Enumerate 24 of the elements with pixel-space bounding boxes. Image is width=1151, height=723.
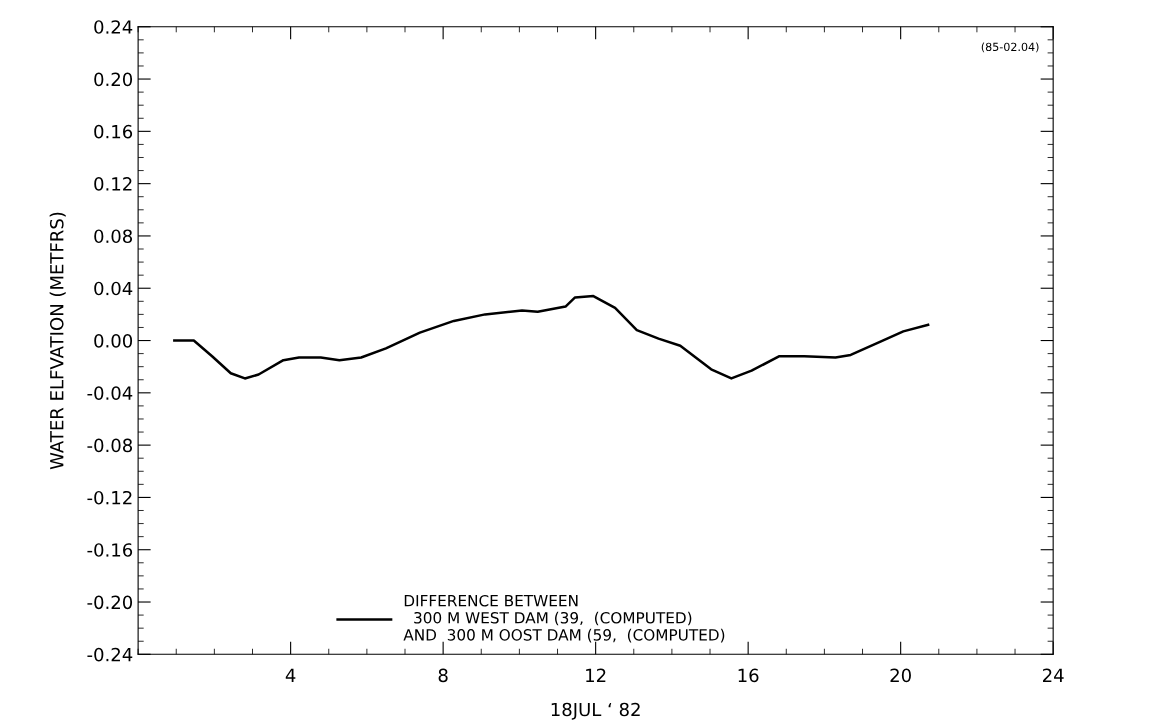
y-tick-label: -0.12	[87, 490, 132, 505]
legend-label: DIFFERENCE BETWEEN 300 M WEST DAM (39, (COMPUTED) AND 300 M OOST DAM (59, (COMPUTED)	[403, 594, 725, 643]
y-tick-label: -0.04	[87, 386, 133, 400]
y-tick-label: -0.20	[87, 595, 133, 610]
y-tick-label: -0.24	[87, 647, 133, 662]
y-tick-label: -0.08	[87, 438, 133, 453]
x-tick-label: 16	[738, 668, 759, 683]
x-tick-label: 12	[586, 668, 606, 682]
y-tick-label: 0.08	[94, 229, 133, 244]
y-tick-label: 0.04	[94, 281, 133, 296]
annotation: (85-02.04)	[981, 42, 1039, 53]
y-tick-label: 0.20	[94, 72, 133, 87]
y-axis-title: WATER ELFVATION (METFRS)	[49, 212, 66, 470]
y-tick-label: 0.24	[94, 20, 133, 34]
y-tick-label: 0.00	[94, 333, 133, 348]
x-tick-label: 8	[438, 668, 448, 683]
y-tick-label: 0.16	[94, 124, 133, 139]
y-tick-label: -0.16	[87, 543, 133, 557]
x-tick-label: 20	[890, 668, 911, 683]
x-tick-label: 24	[1043, 668, 1064, 682]
y-tick-label: 0.12	[94, 177, 132, 191]
x-axis-title: 18JUL ‘ 82	[551, 702, 640, 720]
line-series	[173, 294, 930, 380]
x-tick-label: 4	[285, 668, 296, 682]
